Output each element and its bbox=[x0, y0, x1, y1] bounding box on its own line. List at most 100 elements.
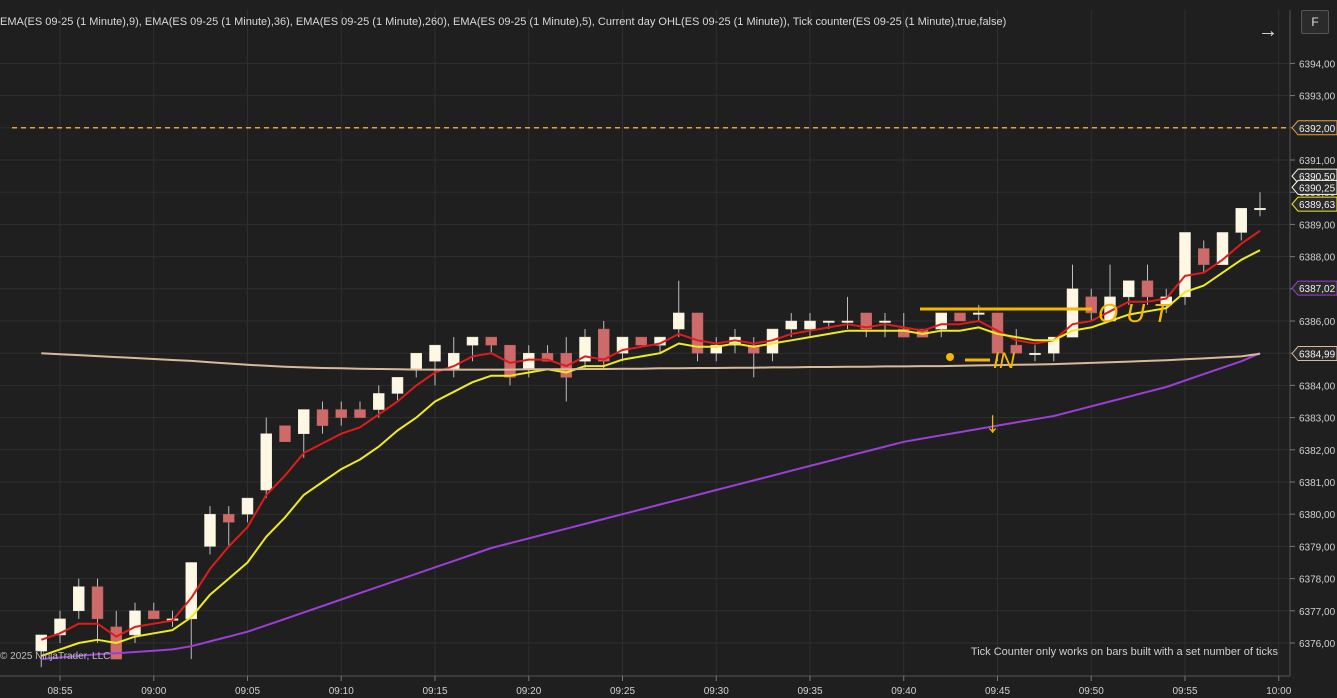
candle-body-down bbox=[335, 409, 347, 418]
f-button[interactable]: F bbox=[1301, 10, 1329, 34]
candle-body-up bbox=[1123, 280, 1135, 298]
time-tick-label: 09:30 bbox=[704, 686, 729, 697]
candle-body-up bbox=[710, 344, 722, 354]
candle bbox=[898, 312, 910, 338]
price-tick-label: 6378,00 bbox=[1299, 575, 1336, 586]
candle-body-up bbox=[391, 377, 404, 394]
candle bbox=[91, 578, 104, 643]
indicator-legend: EMA(ES 09-25 (1 Minute),9), EMA(ES 09-25… bbox=[0, 16, 1007, 28]
price-tick-label: 6386,00 bbox=[1299, 317, 1336, 328]
series-line-ema-36 bbox=[41, 352, 1261, 661]
arrow-right-icon[interactable]: → bbox=[1258, 20, 1278, 42]
candle-body-up bbox=[1179, 232, 1191, 298]
candle-body-down bbox=[485, 336, 497, 346]
candle bbox=[635, 336, 647, 346]
candle-body-up bbox=[1066, 288, 1079, 338]
candle-body-down bbox=[598, 328, 610, 362]
annotation-entry-dot bbox=[946, 353, 954, 361]
price-marker-box bbox=[1291, 346, 1337, 362]
price-marker-label: 6390,25 bbox=[1299, 183, 1336, 194]
candle bbox=[260, 417, 272, 499]
price-marker-box bbox=[1291, 179, 1337, 195]
candle bbox=[1029, 345, 1041, 362]
candle-body-up bbox=[1254, 208, 1266, 211]
candle-body-down bbox=[1141, 280, 1154, 298]
time-tick-label: 09:15 bbox=[422, 686, 447, 697]
candle-body-down bbox=[691, 312, 704, 354]
time-tick-label: 10:00 bbox=[1266, 686, 1291, 697]
candle-body-down bbox=[898, 328, 910, 338]
price-tick-label: 6393,00 bbox=[1299, 92, 1336, 103]
candle-body-up bbox=[579, 336, 591, 362]
candle-body-down bbox=[541, 352, 554, 362]
candle bbox=[673, 280, 685, 338]
time-axis[interactable]: 08:55 09:00 09:05 09:10 09:15 09:20 09:25 09:30… bbox=[0, 675, 1292, 697]
candle-body-up bbox=[373, 393, 385, 410]
candle-body-up bbox=[204, 513, 216, 547]
candle-body-up bbox=[73, 586, 85, 612]
candle bbox=[298, 409, 310, 458]
candle bbox=[316, 401, 329, 434]
candle-body-down bbox=[1198, 248, 1210, 265]
candle bbox=[204, 506, 216, 555]
candle bbox=[485, 336, 497, 354]
candle-body-up bbox=[804, 320, 816, 330]
time-tick-label: 09:20 bbox=[516, 686, 541, 697]
candle bbox=[1085, 288, 1097, 321]
candle bbox=[373, 385, 385, 418]
candle-body-up bbox=[298, 409, 310, 434]
candle-body-up bbox=[260, 433, 272, 491]
time-tick-label: 09:55 bbox=[1172, 686, 1197, 697]
annotation-down-arrow: ↓ bbox=[985, 406, 1000, 439]
series-line-ema-9 bbox=[40, 249, 1261, 657]
price-axis[interactable]: 6376,00 6377,00 6378,00 6379,00 6380,00 6381,… bbox=[1289, 10, 1337, 676]
candle-body-down bbox=[954, 312, 966, 322]
ema-lines bbox=[40, 229, 1261, 661]
candle bbox=[598, 321, 610, 370]
time-tick-label: 09:00 bbox=[141, 686, 166, 697]
candle-body-down bbox=[635, 336, 647, 346]
candle-body-up bbox=[823, 320, 835, 323]
candle-body-up bbox=[1216, 232, 1229, 265]
price-tick-label: 6379,00 bbox=[1299, 542, 1336, 553]
candle bbox=[279, 425, 291, 442]
candle bbox=[354, 401, 366, 418]
price-marker-box bbox=[1291, 196, 1337, 212]
candle-body-down bbox=[279, 425, 291, 442]
candle bbox=[541, 345, 554, 362]
time-tick-label: 09:35 bbox=[797, 686, 822, 697]
candle bbox=[1141, 264, 1154, 305]
price-marker-box bbox=[1291, 120, 1337, 136]
candle-body-up bbox=[616, 336, 629, 354]
price-tick-label: 6381,00 bbox=[1299, 478, 1336, 489]
candle-body-up bbox=[241, 497, 254, 515]
candle-body-up bbox=[1160, 296, 1172, 306]
price-marker-label: 6387,02 bbox=[1299, 284, 1336, 295]
annotations: IN OUT ↓ bbox=[920, 298, 1169, 439]
candle bbox=[73, 578, 85, 619]
candle bbox=[391, 377, 404, 402]
candle-body-up bbox=[1029, 352, 1041, 355]
tick-counter-message: Tick Counter only works on bars built wi… bbox=[970, 646, 1278, 658]
candle-body-up bbox=[54, 618, 66, 636]
candle bbox=[579, 329, 591, 370]
candle bbox=[1254, 192, 1266, 217]
candle-body-up bbox=[973, 312, 985, 315]
candle-body-up bbox=[35, 634, 47, 652]
candle-body-up bbox=[466, 336, 479, 346]
time-tick-label: 09:50 bbox=[1079, 686, 1104, 697]
candle-body-up bbox=[785, 320, 797, 330]
candle-body-up bbox=[935, 312, 947, 330]
candle-body-down bbox=[1085, 296, 1097, 314]
price-tick-label: 6383,00 bbox=[1299, 414, 1336, 425]
candle-body-down bbox=[354, 409, 366, 418]
candle-body-down bbox=[316, 409, 329, 426]
price-tick-label: 6391,00 bbox=[1299, 156, 1336, 167]
candle-body-up bbox=[841, 320, 854, 323]
candle bbox=[691, 312, 704, 362]
candle bbox=[148, 602, 160, 620]
price-tick-label: 6388,00 bbox=[1299, 253, 1336, 264]
price-tick-label: 6380,00 bbox=[1299, 510, 1336, 521]
